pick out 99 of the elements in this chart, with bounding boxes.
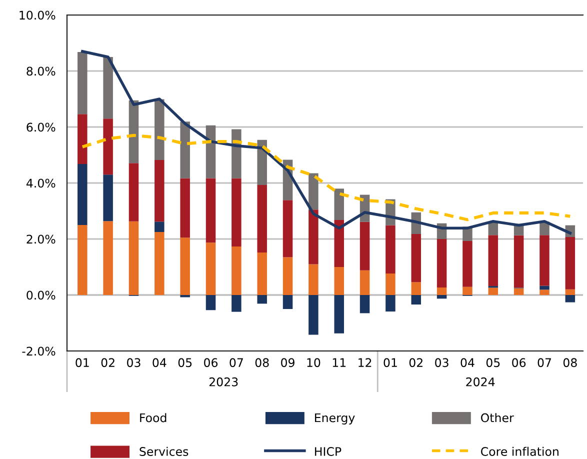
- bar: [514, 235, 524, 288]
- bar: [386, 273, 396, 295]
- bar: [436, 295, 447, 299]
- y-tick-label: 10.0%: [20, 10, 56, 20]
- y-tick-label: -2.0%: [22, 346, 56, 356]
- x-tick-label: 10: [307, 358, 320, 368]
- bar: [180, 238, 190, 295]
- bar: [154, 232, 164, 295]
- x-tick-label: 11: [332, 358, 346, 367]
- x-tick-label: 06: [204, 358, 218, 368]
- y-tick-label: 4.0%: [26, 178, 56, 188]
- x-tick-label: 04: [460, 358, 474, 368]
- text: 2024: [466, 377, 495, 386]
- bar: [334, 188, 344, 220]
- bar: [411, 234, 422, 282]
- bar: [128, 221, 139, 295]
- bar: [232, 295, 242, 312]
- bar: [103, 221, 113, 295]
- bar: [78, 164, 88, 225]
- x-tick-label: 01: [384, 358, 397, 368]
- bar: [257, 184, 267, 252]
- bar: [257, 140, 267, 185]
- text: 2023: [209, 377, 238, 386]
- bar: [206, 295, 216, 310]
- x-tick-label: 01: [76, 358, 89, 368]
- bar: [232, 178, 242, 247]
- bar: [334, 295, 344, 334]
- legend-label: HICP: [315, 447, 342, 456]
- bar: [565, 295, 576, 302]
- x-tick-label: 08: [255, 358, 269, 368]
- bar: [540, 235, 550, 286]
- bar: [154, 99, 164, 160]
- bar: [360, 295, 370, 314]
- bar: [308, 173, 318, 210]
- bar: [436, 239, 447, 288]
- bar: [180, 122, 190, 178]
- line-series: [80, 134, 572, 222]
- bar: [128, 163, 139, 222]
- bar: [78, 225, 88, 295]
- bar: [462, 286, 472, 295]
- bar: [540, 290, 550, 295]
- bar: [488, 235, 498, 286]
- x-tick-label: 07: [538, 358, 551, 368]
- bar: [232, 246, 242, 295]
- bar: [103, 57, 113, 119]
- bar: [540, 286, 550, 290]
- x-tick-label: 08: [563, 358, 577, 368]
- bar: [308, 295, 318, 335]
- legend-label: Core inflation: [481, 446, 558, 456]
- legend-label: Other: [481, 413, 514, 422]
- bar: [436, 287, 447, 295]
- bar: [154, 160, 164, 222]
- line-series: [81, 50, 572, 235]
- bar: [180, 178, 190, 238]
- bar: [282, 257, 293, 295]
- bar: [308, 210, 318, 264]
- bar: [565, 237, 576, 290]
- bar: [334, 220, 344, 267]
- y-tick-label: 6.0%: [26, 122, 56, 132]
- bar: [282, 200, 293, 258]
- bar: [308, 264, 318, 295]
- x-tick-label: 12: [358, 358, 372, 367]
- x-tick-label: 02: [101, 358, 114, 368]
- x-tick-label: 02: [409, 358, 422, 368]
- bar: [360, 270, 370, 295]
- bar: [257, 252, 267, 295]
- bar: [257, 295, 267, 304]
- legend-label: Services: [140, 446, 188, 456]
- bar: [78, 114, 88, 164]
- bar: [411, 282, 422, 295]
- legend-label: Energy: [315, 413, 355, 425]
- bar: [206, 178, 216, 243]
- bar: [334, 267, 344, 295]
- bar: [565, 289, 576, 295]
- x-tick-label: 07: [230, 358, 243, 368]
- bar: [206, 242, 216, 295]
- bar: [386, 295, 396, 312]
- x-tick-label: 09: [281, 358, 294, 368]
- bar: [462, 240, 472, 287]
- bar: [411, 295, 422, 305]
- bar: [78, 52, 88, 114]
- bar: [103, 174, 113, 222]
- x-tick-label: 03: [435, 358, 448, 368]
- y-tick-label: 0.0%: [26, 290, 56, 300]
- y-tick-label: 8.0%: [26, 66, 56, 76]
- x-tick-label: 05: [178, 358, 192, 368]
- x-tick-label: 04: [152, 358, 166, 368]
- bar: [360, 222, 370, 270]
- bar: [282, 295, 293, 309]
- bar: [154, 222, 164, 232]
- bar: [386, 225, 396, 274]
- x-tick-label: 03: [127, 358, 140, 368]
- x-tick-label: 06: [512, 358, 526, 368]
- x-tick-label: 05: [486, 358, 500, 368]
- bar: [103, 118, 113, 175]
- legend-label: Food: [140, 413, 166, 422]
- y-tick-label: 2.0%: [26, 234, 56, 244]
- bar: [514, 288, 524, 295]
- bar: [488, 288, 498, 295]
